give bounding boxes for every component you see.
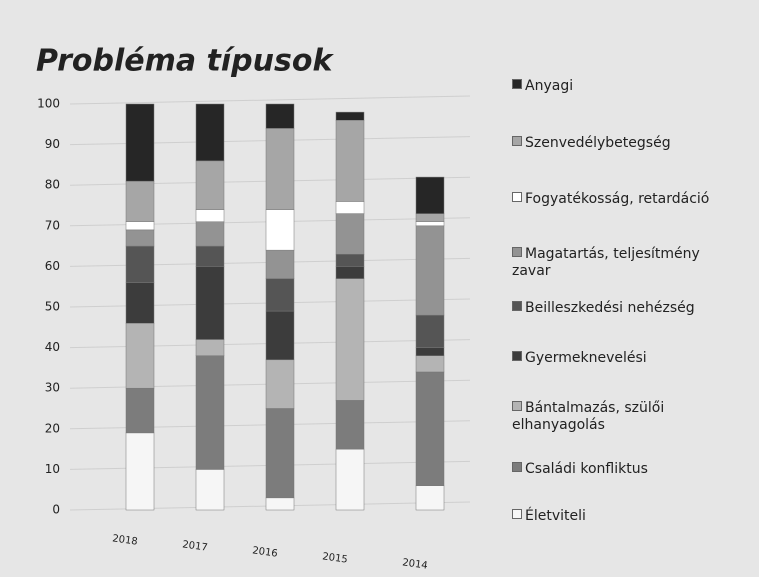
legend-swatch bbox=[512, 79, 522, 89]
y-tick-label: 100 bbox=[37, 97, 60, 111]
bar-segment bbox=[265, 359, 295, 409]
bar-segment bbox=[335, 448, 365, 511]
bar-segment bbox=[335, 266, 365, 279]
bar-segment bbox=[335, 111, 365, 121]
legend-label: Családi konfliktus bbox=[525, 461, 648, 477]
legend-swatch bbox=[512, 509, 522, 519]
bar-segment bbox=[265, 249, 295, 279]
legend-item: Életviteli bbox=[512, 508, 742, 525]
bar-segment bbox=[265, 278, 295, 312]
legend-swatch bbox=[512, 401, 522, 411]
bar-segment bbox=[415, 176, 445, 214]
legend-label: Magatartás, teljesítmény zavar bbox=[512, 246, 700, 279]
legend-swatch bbox=[512, 301, 522, 311]
y-tick-label: 90 bbox=[45, 137, 60, 151]
bar-segment bbox=[265, 128, 295, 210]
grid-line bbox=[69, 95, 471, 105]
bar-segment bbox=[195, 469, 225, 511]
y-tick-label: 10 bbox=[45, 462, 60, 476]
bar-segment bbox=[195, 209, 225, 222]
legend-swatch bbox=[512, 192, 522, 202]
legend-label: Fogyatékosság, retardáció bbox=[525, 191, 710, 207]
y-tick-label: 30 bbox=[45, 381, 60, 395]
legend-item: Családi konfliktus bbox=[512, 461, 742, 478]
bar-segment bbox=[265, 497, 295, 511]
bar-segment bbox=[415, 371, 445, 486]
y-tick-label: 70 bbox=[45, 218, 60, 232]
bar-segment bbox=[125, 245, 155, 283]
bar-segment bbox=[335, 201, 365, 214]
bar-segment bbox=[195, 160, 225, 210]
legend-label: Beilleszkedési nehézség bbox=[525, 300, 695, 316]
bar-segment bbox=[415, 221, 445, 227]
bar-segment bbox=[125, 387, 155, 434]
legend-label: Szenvedélybetegség bbox=[525, 135, 671, 151]
legend-item: Magatartás, teljesítmény zavar bbox=[512, 246, 742, 280]
bar-segment bbox=[415, 485, 445, 511]
legend-swatch bbox=[512, 462, 522, 472]
x-tick-label: 2015 bbox=[322, 551, 349, 565]
bar-segment bbox=[195, 266, 225, 340]
bar-segment bbox=[195, 245, 225, 267]
y-tick-label: 40 bbox=[45, 340, 60, 354]
bar-segment bbox=[265, 209, 295, 251]
legend-label: Életviteli bbox=[525, 508, 586, 524]
legend-item: Fogyatékosság, retardáció bbox=[512, 191, 742, 208]
bar-segment bbox=[195, 339, 225, 356]
bar-segment bbox=[125, 282, 155, 324]
bar-segment bbox=[265, 310, 295, 361]
x-tick-label: 2017 bbox=[182, 539, 209, 553]
x-tick-label: 2018 bbox=[112, 533, 139, 547]
legend-item: Gyermeknevelési bbox=[512, 350, 742, 367]
bar-segment bbox=[125, 103, 155, 182]
legend-label: Gyermeknevelési bbox=[525, 350, 647, 366]
bar-segment bbox=[125, 229, 155, 247]
bar-segment bbox=[195, 355, 225, 470]
bar-segment bbox=[335, 278, 365, 401]
bar-segment bbox=[125, 180, 155, 222]
bar-segment bbox=[125, 221, 155, 231]
bar-segment bbox=[415, 347, 445, 356]
legend-swatch bbox=[512, 351, 522, 361]
bar-segment bbox=[125, 322, 155, 389]
legend-swatch bbox=[512, 247, 522, 257]
x-tick-label: 2016 bbox=[252, 545, 279, 559]
bar-segment bbox=[335, 213, 365, 255]
x-tick-label: 2014 bbox=[402, 557, 429, 571]
bar-segment bbox=[195, 221, 225, 247]
legend-item: Beilleszkedési nehézség bbox=[512, 300, 742, 317]
bar-segment bbox=[415, 314, 445, 348]
bar-segment bbox=[335, 253, 365, 267]
legend-item: Anyagi bbox=[512, 78, 742, 95]
bar-segment bbox=[335, 400, 365, 450]
bar-segment bbox=[415, 355, 445, 373]
legend-item: Szenvedélybetegség bbox=[512, 135, 742, 152]
y-tick-label: 50 bbox=[45, 300, 60, 314]
bar-segment bbox=[125, 432, 155, 511]
legend-item: Bántalmazás, szülői elhanyagolás bbox=[512, 400, 742, 434]
chart-title: Probléma típusok bbox=[36, 44, 334, 79]
bar-segment bbox=[415, 213, 445, 222]
y-tick-label: 20 bbox=[45, 421, 60, 435]
legend-label: Bántalmazás, szülői elhanyagolás bbox=[512, 400, 665, 433]
bar-segment bbox=[265, 408, 295, 499]
y-tick-label: 80 bbox=[45, 178, 60, 192]
y-tick-label: 60 bbox=[45, 259, 60, 273]
bar-segment bbox=[415, 225, 445, 316]
legend-label: Anyagi bbox=[525, 78, 574, 94]
y-tick-label: 0 bbox=[52, 503, 60, 517]
bar-segment bbox=[335, 119, 365, 202]
bar-segment bbox=[265, 103, 295, 129]
bar-segment bbox=[195, 103, 225, 162]
legend-swatch bbox=[512, 136, 522, 146]
